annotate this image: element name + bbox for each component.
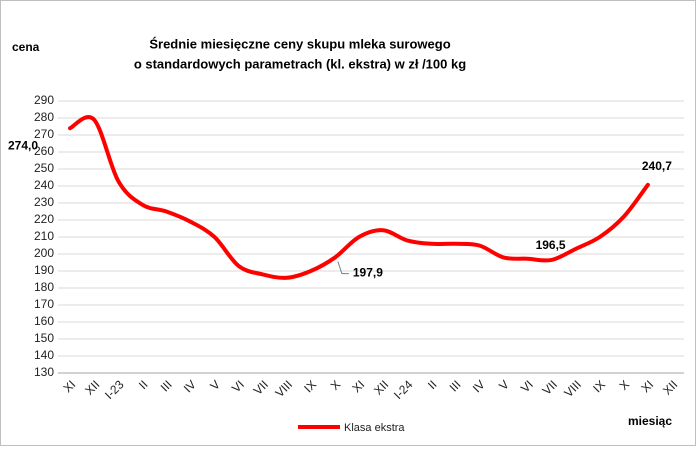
y-tick-label: 180	[34, 280, 54, 294]
x-axis-label: miesiąc	[628, 414, 672, 428]
chart-title: Średnie miesięczne ceny skupu mleka suro…	[149, 36, 450, 51]
data-label: 196,5	[536, 238, 566, 252]
y-tick-label: 170	[34, 297, 54, 311]
y-axis-label: cena	[12, 40, 40, 54]
legend-label: Klasa ekstra	[344, 422, 405, 434]
y-tick-label: 290	[34, 93, 54, 107]
data-label: 197,9	[353, 266, 383, 280]
y-tick-label: 160	[34, 314, 54, 328]
y-tick-label: 250	[34, 161, 54, 175]
y-tick-label: 230	[34, 195, 54, 209]
chart-title: o standardowych parametrach (kl. ekstra)…	[134, 56, 466, 71]
y-tick-label: 260	[34, 144, 54, 158]
y-tick-label: 130	[34, 365, 54, 379]
y-tick-label: 200	[34, 246, 54, 260]
y-tick-label: 190	[34, 263, 54, 277]
data-label: 240,7	[642, 159, 672, 173]
leader-line	[337, 261, 349, 275]
y-tick-label: 150	[34, 331, 54, 345]
y-tick-label: 280	[34, 110, 54, 124]
y-tick-label: 220	[34, 212, 54, 226]
y-tick-label: 210	[34, 229, 54, 243]
data-label: 274,0	[8, 138, 38, 152]
y-tick-label: 270	[34, 127, 54, 141]
y-tick-label: 240	[34, 178, 54, 192]
data-line	[68, 115, 650, 280]
y-tick-label: 140	[34, 348, 54, 362]
